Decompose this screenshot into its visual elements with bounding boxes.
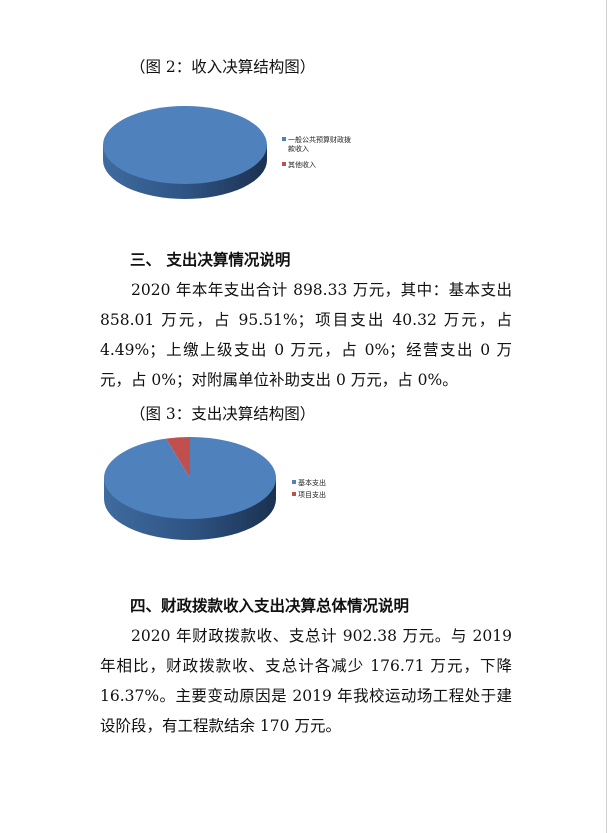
pie-slice-1 [166, 437, 190, 478]
figure-2-caption: （图 2：收入决算结构图） [130, 58, 316, 76]
legend-label: 款收入 [288, 144, 309, 153]
legend-marker [282, 162, 286, 166]
legend-label: 基本支出 [298, 478, 326, 487]
pie-slice-0 [103, 106, 267, 184]
legend-label: 项目支出 [298, 490, 326, 499]
legend-marker [292, 492, 296, 496]
section-3-paragraph: 2020 年本年支出合计 898.33 万元，其中：基本支出858.01 万元，… [100, 281, 512, 389]
pie-slice-0 [104, 437, 277, 519]
section-4-paragraph: 2020 年财政拨款收、支总计 902.38 万元。与 2019 年相比，财政拨… [100, 627, 512, 735]
section-4-heading: 四、财政拨款收入支出决算总体情况说明 [130, 597, 410, 615]
section-3-heading: 三、 支出决算情况说明 [130, 251, 291, 269]
legend-label: 一般公共预算财政拨 [288, 135, 351, 144]
page-edge [606, 0, 607, 833]
legend-marker [282, 137, 286, 141]
figure-3-caption: （图 3：支出决算结构图） [130, 405, 316, 423]
legend-label: 其他收入 [288, 160, 316, 169]
legend-marker [292, 480, 296, 484]
